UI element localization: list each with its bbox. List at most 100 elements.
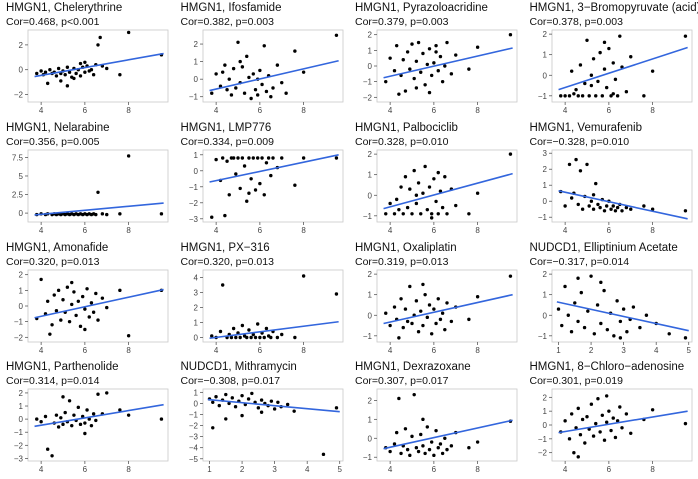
data-point bbox=[78, 324, 83, 328]
y-tick-label: 2 bbox=[542, 394, 547, 403]
data-point bbox=[597, 50, 602, 55]
data-point bbox=[683, 34, 687, 38]
data-point bbox=[423, 451, 427, 456]
data-point bbox=[43, 415, 48, 419]
panel-correlation-stat: Cor=0.314, p=0.014 bbox=[6, 375, 100, 388]
y-tick-label: −2 bbox=[14, 442, 24, 451]
x-tick-label: 8 bbox=[126, 346, 131, 355]
data-point bbox=[63, 72, 67, 77]
data-point bbox=[576, 202, 580, 206]
x-tick-label: 6 bbox=[83, 226, 88, 235]
data-point bbox=[410, 42, 414, 46]
data-point bbox=[224, 159, 229, 163]
x-tick-label: 1 bbox=[207, 465, 212, 474]
data-point bbox=[83, 327, 87, 331]
data-point bbox=[399, 185, 403, 189]
regression-line bbox=[383, 419, 513, 450]
data-point bbox=[593, 181, 597, 186]
data-point bbox=[266, 156, 270, 160]
regression-line bbox=[557, 189, 688, 220]
scatter-panel: HMGN1, Parthenolide Cor=0.314, p=0.014 4 6 8… bbox=[0, 359, 175, 479]
data-point bbox=[259, 398, 263, 403]
data-point bbox=[440, 311, 445, 315]
data-point bbox=[604, 85, 608, 90]
data-point bbox=[608, 94, 613, 98]
data-point bbox=[255, 156, 259, 160]
data-point bbox=[562, 419, 567, 423]
data-point bbox=[419, 433, 423, 437]
data-point bbox=[584, 415, 589, 419]
y-tick-label: 0 bbox=[193, 167, 198, 176]
data-point bbox=[582, 325, 586, 329]
data-point bbox=[246, 397, 250, 401]
data-point bbox=[440, 205, 445, 210]
data-point bbox=[615, 419, 619, 423]
scatter-panel: HMGN1, Chelerythrine Cor=0.468, p<0.001 4 6… bbox=[0, 0, 175, 120]
panel-title: NUDCD1, Mithramycin bbox=[180, 361, 297, 374]
y-tick-label: 0 bbox=[368, 435, 373, 444]
panel-correlation-stat: Cor=0.334, p=0.009 bbox=[180, 135, 274, 148]
x-tick-label: 6 bbox=[257, 106, 262, 115]
data-point bbox=[628, 55, 632, 59]
data-point bbox=[78, 74, 83, 78]
data-point bbox=[667, 331, 671, 335]
data-point bbox=[569, 196, 573, 200]
x-tick-label: 8 bbox=[301, 106, 306, 115]
data-point bbox=[432, 453, 436, 458]
plot-frame bbox=[551, 29, 692, 103]
data-point bbox=[408, 453, 412, 458]
data-point bbox=[558, 94, 562, 98]
scatter-plot-svg: 4 6 8 −1 0 1 2 bbox=[363, 149, 518, 235]
data-point bbox=[604, 420, 608, 425]
data-point bbox=[262, 192, 266, 197]
data-point bbox=[436, 68, 440, 73]
data-point bbox=[246, 191, 251, 195]
data-point bbox=[575, 319, 580, 323]
data-point bbox=[408, 284, 412, 288]
data-point bbox=[578, 63, 582, 67]
y-tick-label: 2 bbox=[368, 270, 373, 279]
data-point bbox=[65, 84, 70, 88]
data-point bbox=[230, 396, 234, 400]
panel-title: HMGN1, Oxaliplatin bbox=[355, 241, 457, 254]
y-tick-label: −2 bbox=[537, 449, 547, 458]
regression-line bbox=[208, 153, 339, 183]
data-point bbox=[279, 332, 283, 336]
y-tick-label: 2 bbox=[193, 303, 198, 312]
data-point bbox=[436, 211, 440, 216]
data-point bbox=[425, 425, 430, 429]
x-tick-label: 6 bbox=[606, 106, 611, 115]
data-point bbox=[259, 156, 264, 160]
y-tick-label: 2 bbox=[368, 150, 373, 159]
data-point bbox=[65, 285, 70, 289]
data-point bbox=[244, 199, 248, 203]
y-tick-label: 2 bbox=[542, 270, 547, 279]
data-point bbox=[445, 211, 449, 216]
data-point bbox=[126, 153, 131, 158]
scatter-panel: HMGN1, Pyrazoloacridine Cor=0.379, p=0.00… bbox=[349, 0, 524, 120]
data-point bbox=[126, 30, 131, 35]
plot-frame bbox=[27, 149, 169, 223]
x-tick-label: 6 bbox=[257, 346, 262, 355]
data-point bbox=[270, 86, 275, 90]
data-point bbox=[401, 58, 405, 62]
plot-frame bbox=[376, 29, 518, 103]
x-tick-label: 6 bbox=[606, 226, 611, 235]
data-point bbox=[334, 33, 338, 37]
data-point bbox=[43, 70, 48, 74]
y-tick-label: 1 bbox=[542, 407, 547, 416]
data-point bbox=[384, 211, 388, 216]
y-tick-label: −2 bbox=[14, 91, 24, 100]
data-point bbox=[440, 79, 445, 84]
data-point bbox=[59, 317, 63, 322]
data-point bbox=[614, 298, 619, 303]
x-tick-label: 8 bbox=[650, 106, 655, 115]
y-tick-label: −2 bbox=[14, 333, 24, 342]
regression-line bbox=[557, 46, 688, 91]
data-point bbox=[399, 296, 403, 300]
y-tick-label: 0 bbox=[368, 311, 373, 320]
x-tick-label: 4 bbox=[653, 346, 658, 355]
data-point bbox=[572, 300, 576, 305]
y-tick-label: −1 bbox=[537, 331, 547, 340]
scatter-panel: HMGN1, Oxaliplatin Cor=0.319, p=0.013 4 6 8 −… bbox=[349, 240, 524, 360]
